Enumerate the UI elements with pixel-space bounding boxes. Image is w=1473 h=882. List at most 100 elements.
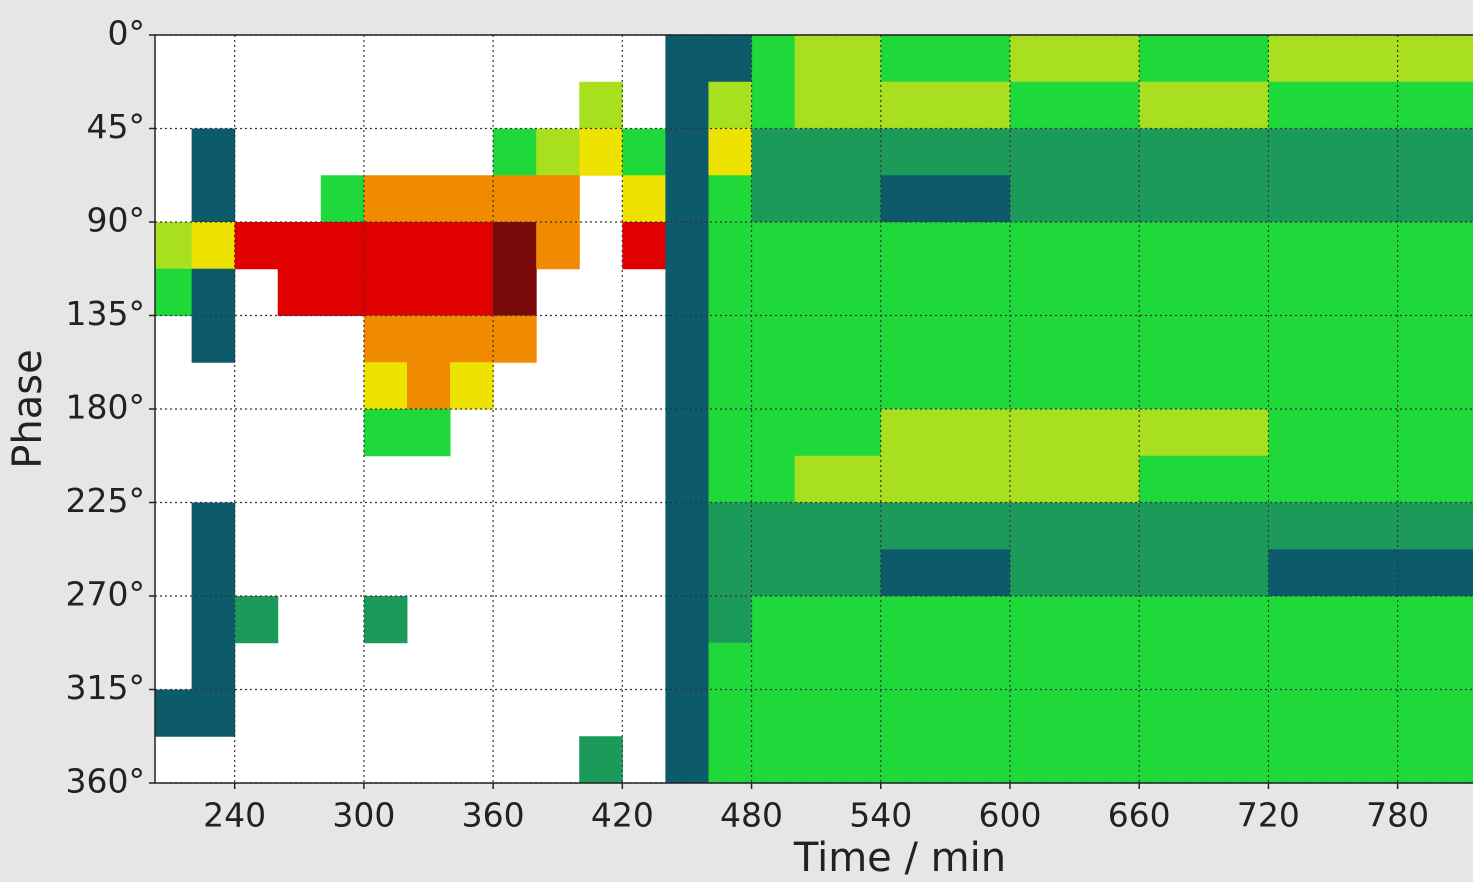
heat-cell <box>363 596 408 644</box>
heat-cell <box>277 222 322 270</box>
heat-cell <box>493 128 537 176</box>
heat-cell <box>191 549 236 597</box>
heat-cell <box>665 128 709 176</box>
heat-cell <box>665 409 709 457</box>
heat-cell <box>665 268 709 316</box>
heat-cell <box>665 315 709 363</box>
heat-cell <box>665 689 709 737</box>
heat-cell <box>1268 222 1473 270</box>
heat-cell <box>1139 175 1269 223</box>
heat-cell <box>751 736 796 784</box>
heat-cell <box>708 502 753 550</box>
heat-cell <box>277 268 322 316</box>
y-tick-label: 0° <box>108 14 146 53</box>
heat-cell <box>1139 502 1269 550</box>
heat-cell <box>406 362 451 410</box>
heat-cell <box>751 502 796 550</box>
heat-cell <box>751 689 796 737</box>
heat-cell <box>665 81 709 129</box>
heat-cell <box>665 642 709 690</box>
heat-cell <box>450 175 494 223</box>
heat-cell <box>794 81 882 129</box>
heat-cell <box>751 455 796 503</box>
heat-cell <box>1009 409 1140 457</box>
heat-cell <box>155 222 193 270</box>
heat-cell <box>751 175 796 223</box>
heat-cell <box>363 268 408 316</box>
heat-cell <box>1009 736 1140 784</box>
heat-cell <box>1139 35 1269 83</box>
heat-cell <box>794 596 882 644</box>
x-tick-label: 240 <box>203 796 266 835</box>
heat-cell <box>1268 81 1473 129</box>
heat-cell <box>406 315 451 363</box>
heat-cell <box>450 268 494 316</box>
heat-cell <box>363 362 408 410</box>
heat-cell <box>665 549 709 597</box>
heat-cell <box>579 736 623 784</box>
heat-cell <box>155 689 193 737</box>
heat-cell <box>1009 315 1140 363</box>
heat-cell <box>794 315 882 363</box>
heat-cell <box>1139 362 1269 410</box>
heat-cell <box>665 175 709 223</box>
heat-cell <box>1268 268 1473 316</box>
heat-cell <box>493 268 537 316</box>
heat-cell <box>1139 128 1269 176</box>
heat-cell <box>708 128 753 176</box>
heat-cell <box>579 128 623 176</box>
heat-cell <box>1139 689 1269 737</box>
heat-cell <box>708 736 753 784</box>
heat-cell <box>880 409 1011 457</box>
heat-cell <box>794 175 882 223</box>
heat-cell <box>493 222 537 270</box>
heat-cell <box>1139 81 1269 129</box>
heat-cell <box>320 268 365 316</box>
heat-cell <box>665 222 709 270</box>
heat-cell <box>880 549 1011 597</box>
heat-cell <box>751 35 796 83</box>
heat-cell <box>880 455 1011 503</box>
heat-cell <box>363 175 408 223</box>
x-tick-label: 660 <box>1108 796 1171 835</box>
heat-cell <box>708 315 753 363</box>
heat-cell <box>794 549 882 597</box>
heat-cell <box>708 455 753 503</box>
heat-cell <box>191 689 236 737</box>
heat-cell <box>406 268 451 316</box>
heat-cell <box>708 268 753 316</box>
x-tick-label: 540 <box>849 796 912 835</box>
heat-cell <box>1268 596 1473 644</box>
x-tick-label: 480 <box>720 796 783 835</box>
heat-cell <box>880 736 1011 784</box>
heat-cell <box>794 222 882 270</box>
heat-cell <box>155 268 193 316</box>
heat-cell <box>1268 128 1473 176</box>
heat-cell <box>1268 642 1473 690</box>
heat-cell <box>191 175 236 223</box>
heat-cell <box>493 175 537 223</box>
x-tick-label: 300 <box>332 796 395 835</box>
heat-cell <box>1268 736 1473 784</box>
heat-cell <box>1009 689 1140 737</box>
heat-cell <box>880 689 1011 737</box>
heat-cell <box>880 268 1011 316</box>
heat-cell <box>320 175 365 223</box>
x-axis-label: Time / min <box>793 835 1006 881</box>
heat-cell <box>1268 35 1473 83</box>
heat-cell <box>450 315 494 363</box>
heat-cell <box>191 222 236 270</box>
heat-cell <box>1009 222 1140 270</box>
x-tick-label: 600 <box>978 796 1041 835</box>
heat-cell <box>536 175 580 223</box>
heat-cell <box>1268 409 1473 457</box>
heat-cell <box>1139 222 1269 270</box>
heat-cell <box>1139 455 1269 503</box>
heat-cell <box>880 502 1011 550</box>
heat-cell <box>622 128 666 176</box>
heat-cell <box>191 502 236 550</box>
heat-cell <box>751 596 796 644</box>
heat-cell <box>363 315 408 363</box>
y-tick-label: 360° <box>66 762 146 801</box>
